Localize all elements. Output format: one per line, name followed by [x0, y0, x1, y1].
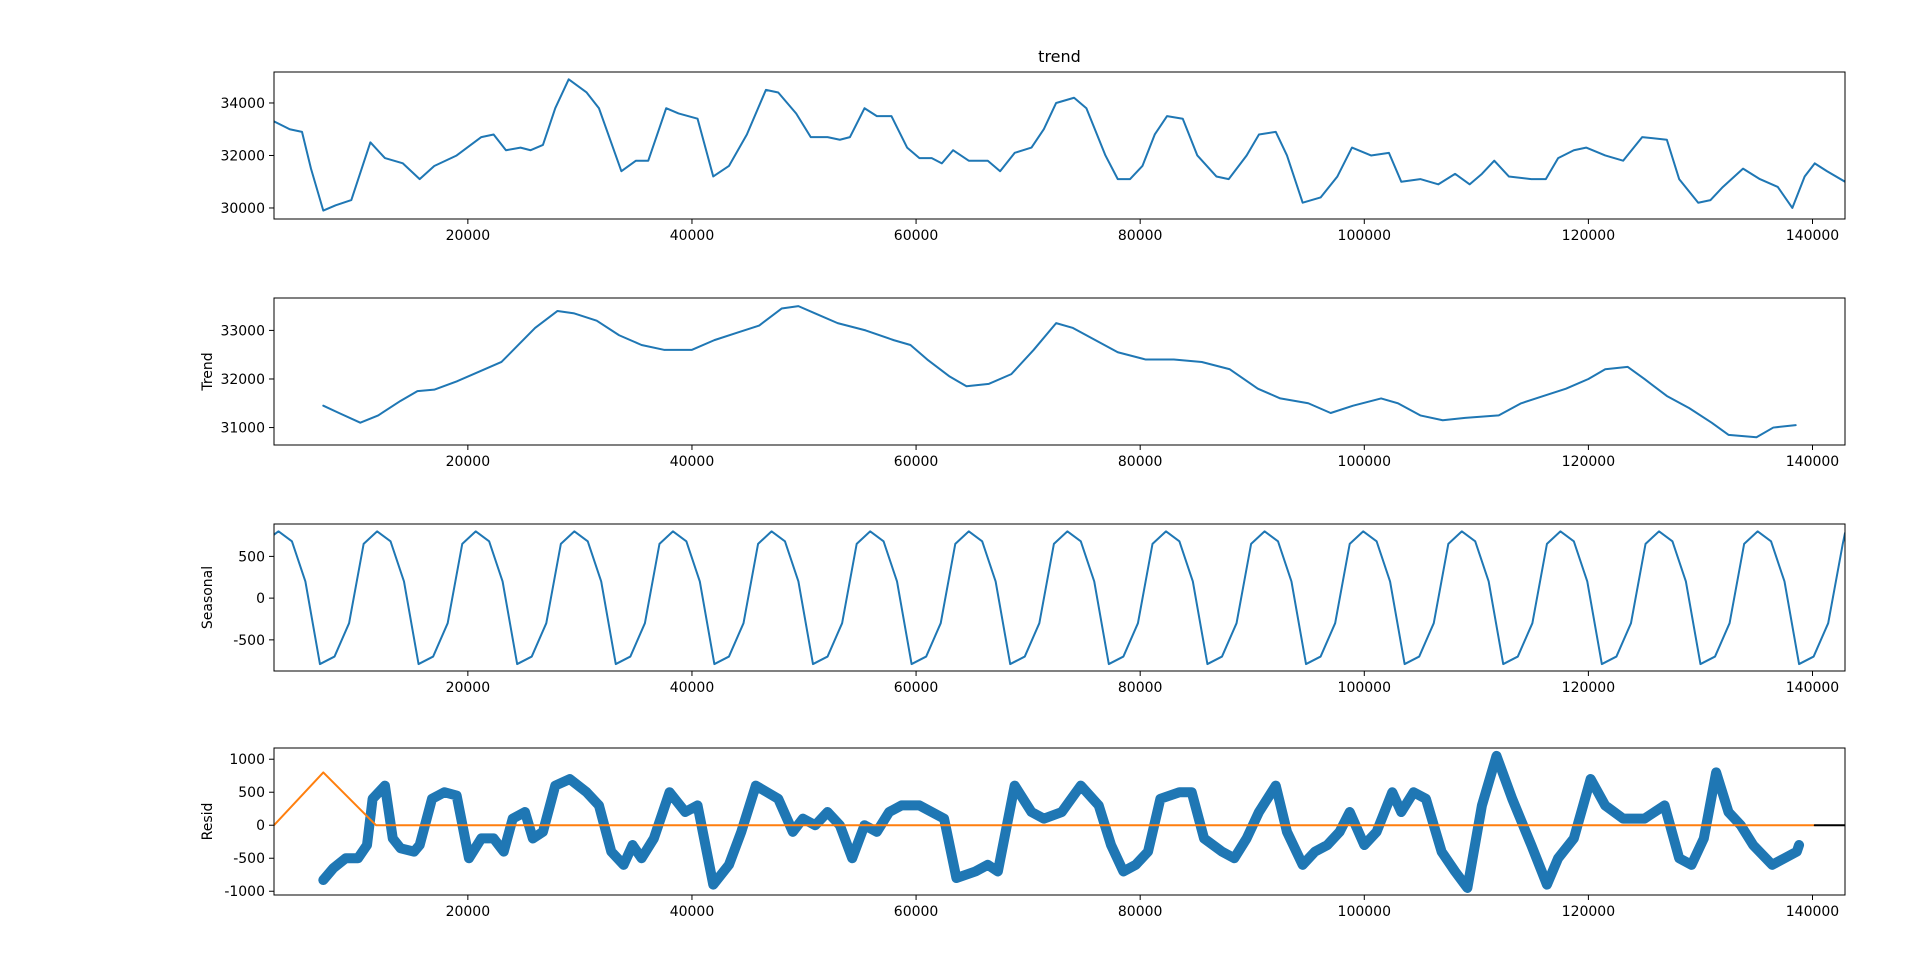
data-line [274, 530, 1845, 666]
axes-frame [273, 297, 1846, 446]
y-tick-label: 0 [256, 818, 265, 834]
y-tick-label: -1000 [224, 884, 265, 900]
y-tick-label: -500 [233, 633, 265, 649]
x-tick-label: 60000 [894, 904, 939, 920]
x-tick-label: 60000 [894, 454, 939, 470]
x-tick-label: 60000 [894, 228, 939, 244]
subplot: trend 20000 40000 60000 80000 100000 120000 140… [220, 47, 1846, 244]
chart-title: trend [1038, 47, 1081, 66]
x-tick-label: 60000 [894, 680, 939, 696]
x-tick-label: 40000 [670, 904, 715, 920]
x-tick-label: 40000 [670, 228, 715, 244]
y-tick-label: 500 [238, 549, 265, 565]
x-tick-label: 140000 [1786, 228, 1839, 244]
x-tick-label: 100000 [1338, 680, 1391, 696]
subplot: Seasonal 20000 40000 60000 80000 100000 120000… [200, 523, 1846, 696]
subplot: Resid 20000 40000 60000 80000 100000 120000 140… [200, 747, 1846, 920]
x-tick-label: 140000 [1786, 680, 1839, 696]
data-line [318, 750, 1805, 893]
subplot: Trend 20000 40000 60000 80000 100000 120000 140… [200, 297, 1846, 470]
axes-frame [273, 71, 1846, 220]
x-tick-label: 80000 [1118, 228, 1163, 244]
y-tick-label: 33000 [220, 323, 265, 339]
x-tick-label: 100000 [1338, 454, 1391, 470]
data-line [322, 305, 1797, 439]
x-tick-label: 80000 [1118, 680, 1163, 696]
y-axis-label: Seasonal [200, 566, 216, 629]
axes-frame [273, 523, 1846, 672]
y-tick-label: 0 [256, 591, 265, 607]
x-tick-label: 120000 [1562, 228, 1615, 244]
x-tick-label: 100000 [1338, 228, 1391, 244]
x-tick-label: 20000 [446, 454, 491, 470]
y-tick-label: 1000 [229, 752, 265, 768]
x-tick-label: 20000 [446, 228, 491, 244]
x-tick-label: 140000 [1786, 454, 1839, 470]
x-tick-label: 80000 [1118, 904, 1163, 920]
y-tick-label: -500 [233, 851, 265, 867]
x-tick-label: 120000 [1562, 904, 1615, 920]
y-tick-label: 32000 [220, 148, 265, 164]
x-tick-label: 140000 [1786, 904, 1839, 920]
x-tick-label: 120000 [1562, 680, 1615, 696]
x-tick-label: 100000 [1338, 904, 1391, 920]
y-tick-label: 34000 [220, 96, 265, 112]
data-line [274, 771, 1816, 827]
x-tick-label: 20000 [446, 680, 491, 696]
y-tick-label: 31000 [220, 421, 265, 437]
x-tick-label: 40000 [670, 680, 715, 696]
x-tick-label: 40000 [670, 454, 715, 470]
y-axis-label: Resid [200, 803, 216, 841]
x-tick-label: 120000 [1562, 454, 1615, 470]
y-tick-label: 32000 [220, 372, 265, 388]
x-tick-label: 20000 [446, 904, 491, 920]
data-line [274, 78, 1845, 212]
y-axis-label: Trend [200, 352, 216, 391]
y-tick-label: 30000 [220, 201, 265, 217]
x-tick-label: 80000 [1118, 454, 1163, 470]
y-tick-label: 500 [238, 785, 265, 801]
axes-frame [273, 747, 1846, 896]
